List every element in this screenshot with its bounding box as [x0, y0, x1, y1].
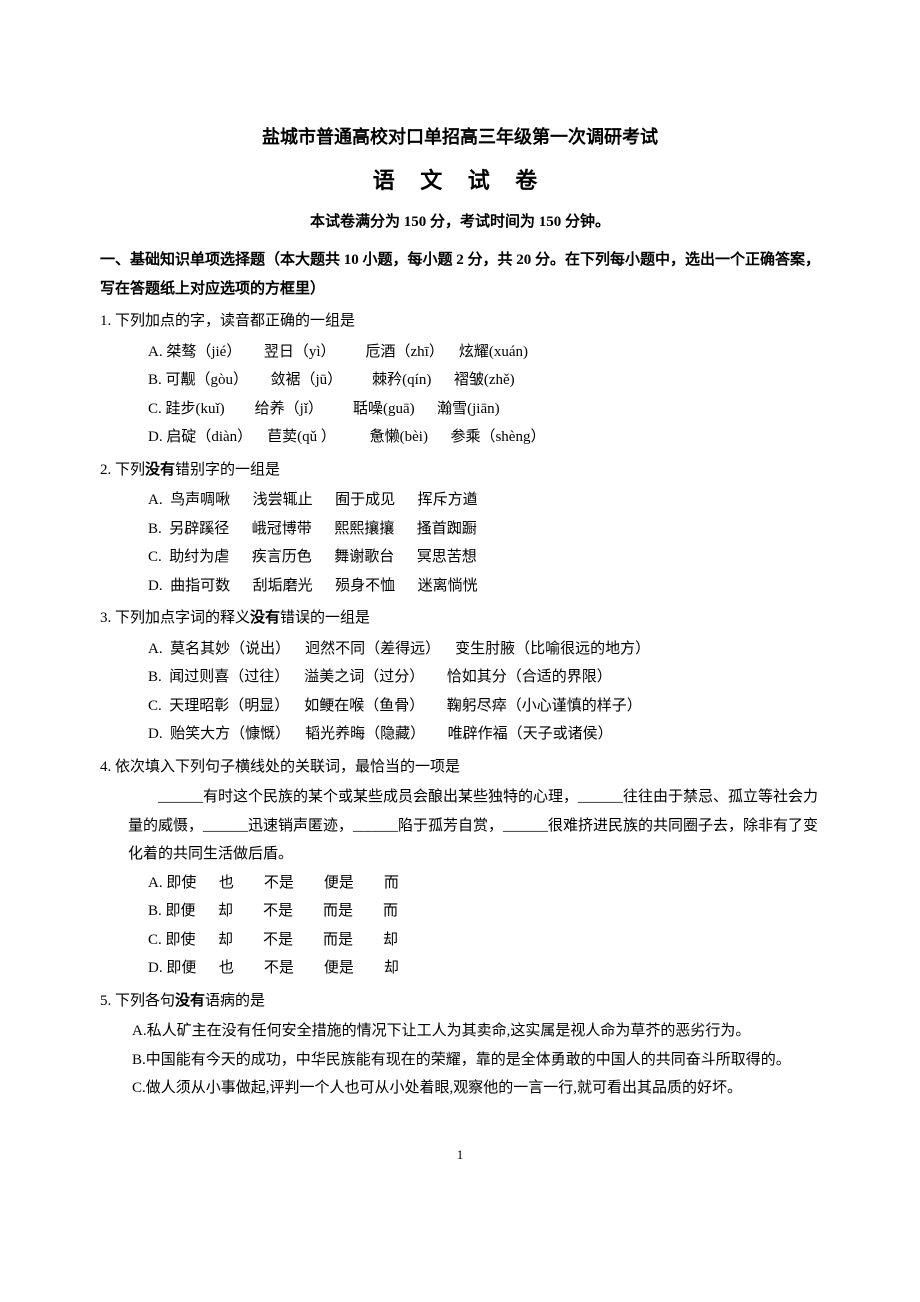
page-number: 1: [100, 1143, 820, 1168]
option-a: A. 莫名其妙（说出） 迥然不同（差得远） 变生肘腋（比喻很远的地方）: [148, 635, 820, 664]
question-2-options: A. 鸟声啁啾 浅尝辄止 囿于成见 挥斥方遒 B. 另辟蹊径 峨冠博带 熙熙攘攘…: [100, 486, 820, 600]
question-3-options: A. 莫名其妙（说出） 迥然不同（差得远） 变生肘腋（比喻很远的地方） B. 闻…: [100, 635, 820, 749]
option-a: A. 桀骜（jié） 翌日（yì） 卮酒（zhī） 炫耀(xuán): [148, 338, 820, 367]
question-1-options: A. 桀骜（jié） 翌日（yì） 卮酒（zhī） 炫耀(xuán) B. 可觏…: [100, 338, 820, 452]
option-a: A. 即使 也 不是 便是 而: [148, 869, 820, 898]
option-d: D. 即便 也 不是 便是 却: [148, 954, 820, 983]
question-5-options: A.私人矿主在没有任何安全措施的情况下让工人为其卖命,这实属是视人命为草芥的恶劣…: [100, 1017, 820, 1103]
q5-bold: 没有: [175, 993, 205, 1009]
option-d: D. 曲指可数 刮垢磨光 殒身不恤 迷离惝恍: [148, 572, 820, 601]
q2-post: 错别字的一组是: [175, 462, 280, 478]
option-c: C. 跬步(kuǐ) 给养（jǐ） 聒噪(guā) 瀚雪(jiān): [148, 395, 820, 424]
q3-bold: 没有: [250, 610, 280, 626]
option-d: D. 启碇（diàn） 苣荬(qǔ ） 惫懒(bèi) 参乘（shèng）: [148, 423, 820, 452]
question-1-text: 1. 下列加点的字，读音都正确的一组是: [100, 307, 820, 336]
q3-post: 错误的一组是: [280, 610, 370, 626]
exam-subtitle: 语 文 试 卷: [100, 160, 820, 202]
question-2-text: 2. 下列没有错别字的一组是: [100, 456, 820, 485]
option-d: D. 贻笑大方（慷慨） 韬光养晦（隐藏） 唯辟作福（天子或诸侯）: [148, 720, 820, 749]
question-5-text: 5. 下列各句没有语病的是: [100, 987, 820, 1016]
option-c: C. 助纣为虐 疾言历色 舞谢歌台 冥思苦想: [148, 543, 820, 572]
exam-title: 盐城市普通高校对口单招高三年级第一次调研考试: [100, 120, 820, 154]
option-c: C.做人须从小事做起,评判一个人也可从小处着眼,观察他的一言一行,就可看出其品质…: [132, 1074, 820, 1103]
section-1-heading: 一、基础知识单项选择题（本大题共 10 小题，每小题 2 分，共 20 分。在下…: [100, 246, 820, 303]
option-a: A. 鸟声啁啾 浅尝辄止 囿于成见 挥斥方遒: [148, 486, 820, 515]
question-4-text: 4. 依次填入下列句子横线处的关联词，最恰当的一项是: [100, 753, 820, 782]
question-4: 4. 依次填入下列句子横线处的关联词，最恰当的一项是 ______有时这个民族的…: [100, 753, 820, 983]
q5-pre: 5. 下列各句: [100, 993, 175, 1009]
option-b: B. 即便 却 不是 而是 而: [148, 897, 820, 926]
option-b: B. 闻过则喜（过往） 溢美之词（过分） 恰如其分（合适的界限）: [148, 663, 820, 692]
option-b: B. 另辟蹊径 峨冠博带 熙熙攘攘 搔首踟蹰: [148, 515, 820, 544]
question-4-options: A. 即使 也 不是 便是 而 B. 即便 却 不是 而是 而 C. 即使 却 …: [100, 869, 820, 983]
q2-bold: 没有: [145, 462, 175, 478]
question-1: 1. 下列加点的字，读音都正确的一组是 A. 桀骜（jié） 翌日（yì） 卮酒…: [100, 307, 820, 452]
option-a: A.私人矿主在没有任何安全措施的情况下让工人为其卖命,这实属是视人命为草芥的恶劣…: [132, 1017, 820, 1046]
q5-post: 语病的是: [205, 993, 265, 1009]
question-3: 3. 下列加点字词的释义没有错误的一组是 A. 莫名其妙（说出） 迥然不同（差得…: [100, 604, 820, 749]
option-c: C. 天理昭彰（明显） 如鲠在喉（鱼骨） 鞠躬尽瘁（小心谨慎的样子）: [148, 692, 820, 721]
question-4-passage: ______有时这个民族的某个或某些成员会酿出某些独特的心理，______往往由…: [100, 783, 820, 869]
question-2: 2. 下列没有错别字的一组是 A. 鸟声啁啾 浅尝辄止 囿于成见 挥斥方遒 B.…: [100, 456, 820, 601]
q2-pre: 2. 下列: [100, 462, 145, 478]
q3-pre: 3. 下列加点字词的释义: [100, 610, 250, 626]
question-5: 5. 下列各句没有语病的是 A.私人矿主在没有任何安全措施的情况下让工人为其卖命…: [100, 987, 820, 1103]
option-b: B.中国能有今天的成功，中华民族能有现在的荣耀，靠的是全体勇敢的中国人的共同奋斗…: [132, 1046, 820, 1075]
option-c: C. 即使 却 不是 而是 却: [148, 926, 820, 955]
exam-info: 本试卷满分为 150 分，考试时间为 150 分钟。: [100, 208, 820, 237]
option-b: B. 可觏（gòu） 敛裾（jū） 棘矜(qín) 褶皱(zhě): [148, 366, 820, 395]
question-3-text: 3. 下列加点字词的释义没有错误的一组是: [100, 604, 820, 633]
